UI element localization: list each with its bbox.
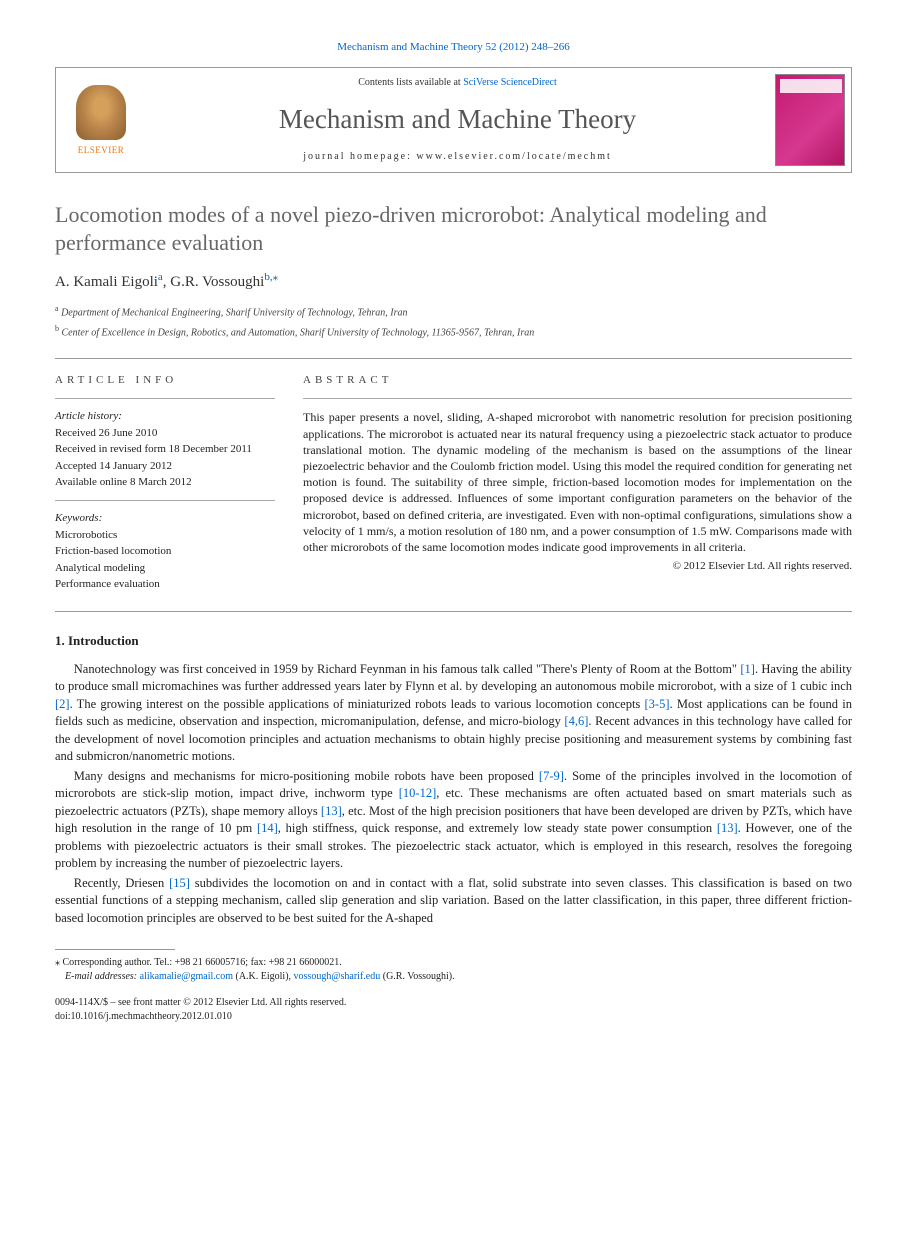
divider-2 (55, 611, 852, 612)
divider-1 (55, 358, 852, 359)
page-container: Mechanism and Machine Theory 52 (2012) 2… (0, 0, 907, 1053)
homepage-line: journal homepage: www.elsevier.com/locat… (156, 150, 759, 164)
affiliation-a: a Department of Mechanical Engineering, … (55, 303, 852, 320)
contents-prefix: Contents lists available at (358, 77, 463, 88)
abstract-text: This paper presents a novel, sliding, A-… (303, 409, 852, 555)
header-middle: Contents lists available at SciVerse Sci… (146, 68, 769, 172)
cite-7-9[interactable]: [7-9] (539, 769, 564, 783)
abstract-divider (303, 398, 852, 399)
author-2: G.R. Vossoughi (170, 274, 264, 290)
online-date: Available online 8 March 2012 (55, 475, 275, 490)
cite-13a[interactable]: [13] (321, 804, 342, 818)
email-2-link[interactable]: vossough@sharif.edu (294, 971, 381, 982)
publisher-name: ELSEVIER (78, 144, 125, 157)
author-1-affil-sup[interactable]: a (158, 271, 163, 283)
cite-15[interactable]: [15] (169, 876, 190, 890)
keyword-2: Friction-based locomotion (55, 544, 275, 559)
abstract-heading: ABSTRACT (303, 373, 852, 388)
cite-14[interactable]: [14] (257, 821, 278, 835)
corresponding-mark[interactable]: ⁎ (273, 271, 279, 283)
received-date: Received 26 June 2010 (55, 426, 275, 441)
keywords-label: Keywords: (55, 511, 275, 526)
revised-date: Received in revised form 18 December 201… (55, 442, 275, 457)
keyword-1: Microrobotics (55, 528, 275, 543)
article-info-heading: ARTICLE INFO (55, 373, 275, 388)
cover-block (769, 68, 851, 172)
journal-cover-thumbnail (775, 74, 845, 166)
history-label: Article history: (55, 409, 275, 424)
footnote-separator (55, 949, 175, 950)
article-title: Locomotion modes of a novel piezo-driven… (55, 201, 852, 256)
info-divider-2 (55, 500, 275, 501)
corresponding-footnote: ⁎ Corresponding author. Tel.: +98 21 660… (55, 956, 852, 970)
cite-2[interactable]: [2] (55, 697, 70, 711)
abstract-col: ABSTRACT This paper presents a novel, sl… (303, 373, 852, 593)
publisher-block: ELSEVIER (56, 68, 146, 172)
cite-1[interactable]: [1] (740, 662, 755, 676)
intro-para-2: Many designs and mechanisms for micro-po… (55, 768, 852, 873)
doi-line: doi:10.1016/j.mechmachtheory.2012.01.010 (55, 1010, 852, 1024)
intro-heading: 1. Introduction (55, 632, 852, 650)
keyword-3: Analytical modeling (55, 561, 275, 576)
keyword-4: Performance evaluation (55, 577, 275, 592)
top-reference: Mechanism and Machine Theory 52 (2012) 2… (55, 40, 852, 55)
elsevier-logo (76, 85, 126, 140)
cite-10-12[interactable]: [10-12] (399, 786, 437, 800)
email-footnote: E-mail addresses: alikamalie@gmail.com (… (55, 970, 852, 984)
author-2-affil-sup[interactable]: b, (264, 271, 272, 283)
affiliation-b: b Center of Excellence in Design, Roboti… (55, 323, 852, 340)
bottom-metadata: 0094-114X/$ – see front matter © 2012 El… (55, 996, 852, 1023)
article-info-col: ARTICLE INFO Article history: Received 2… (55, 373, 275, 593)
journal-title: Mechanism and Machine Theory (156, 101, 759, 139)
homepage-label: journal homepage: (303, 151, 416, 162)
sciencedirect-link[interactable]: SciVerse ScienceDirect (463, 77, 557, 88)
issn-line: 0094-114X/$ – see front matter © 2012 El… (55, 996, 852, 1010)
homepage-url[interactable]: www.elsevier.com/locate/mechmt (416, 151, 611, 162)
journal-header: ELSEVIER Contents lists available at Sci… (55, 67, 852, 173)
abstract-copyright: © 2012 Elsevier Ltd. All rights reserved… (303, 559, 852, 574)
email-1-link[interactable]: alikamalie@gmail.com (140, 971, 233, 982)
intro-para-1: Nanotechnology was first conceived in 19… (55, 661, 852, 766)
contents-listing: Contents lists available at SciVerse Sci… (156, 76, 759, 90)
cite-4-6[interactable]: [4,6] (564, 714, 588, 728)
cite-13b[interactable]: [13] (717, 821, 738, 835)
author-list: A. Kamali Eigolia, G.R. Vossoughib,⁎ (55, 270, 852, 293)
author-1: A. Kamali Eigoli (55, 274, 158, 290)
info-divider-1 (55, 398, 275, 399)
intro-para-3: Recently, Driesen [15] subdivides the lo… (55, 875, 852, 928)
cite-3-5[interactable]: [3-5] (645, 697, 670, 711)
info-abstract-row: ARTICLE INFO Article history: Received 2… (55, 373, 852, 593)
accepted-date: Accepted 14 January 2012 (55, 459, 275, 474)
